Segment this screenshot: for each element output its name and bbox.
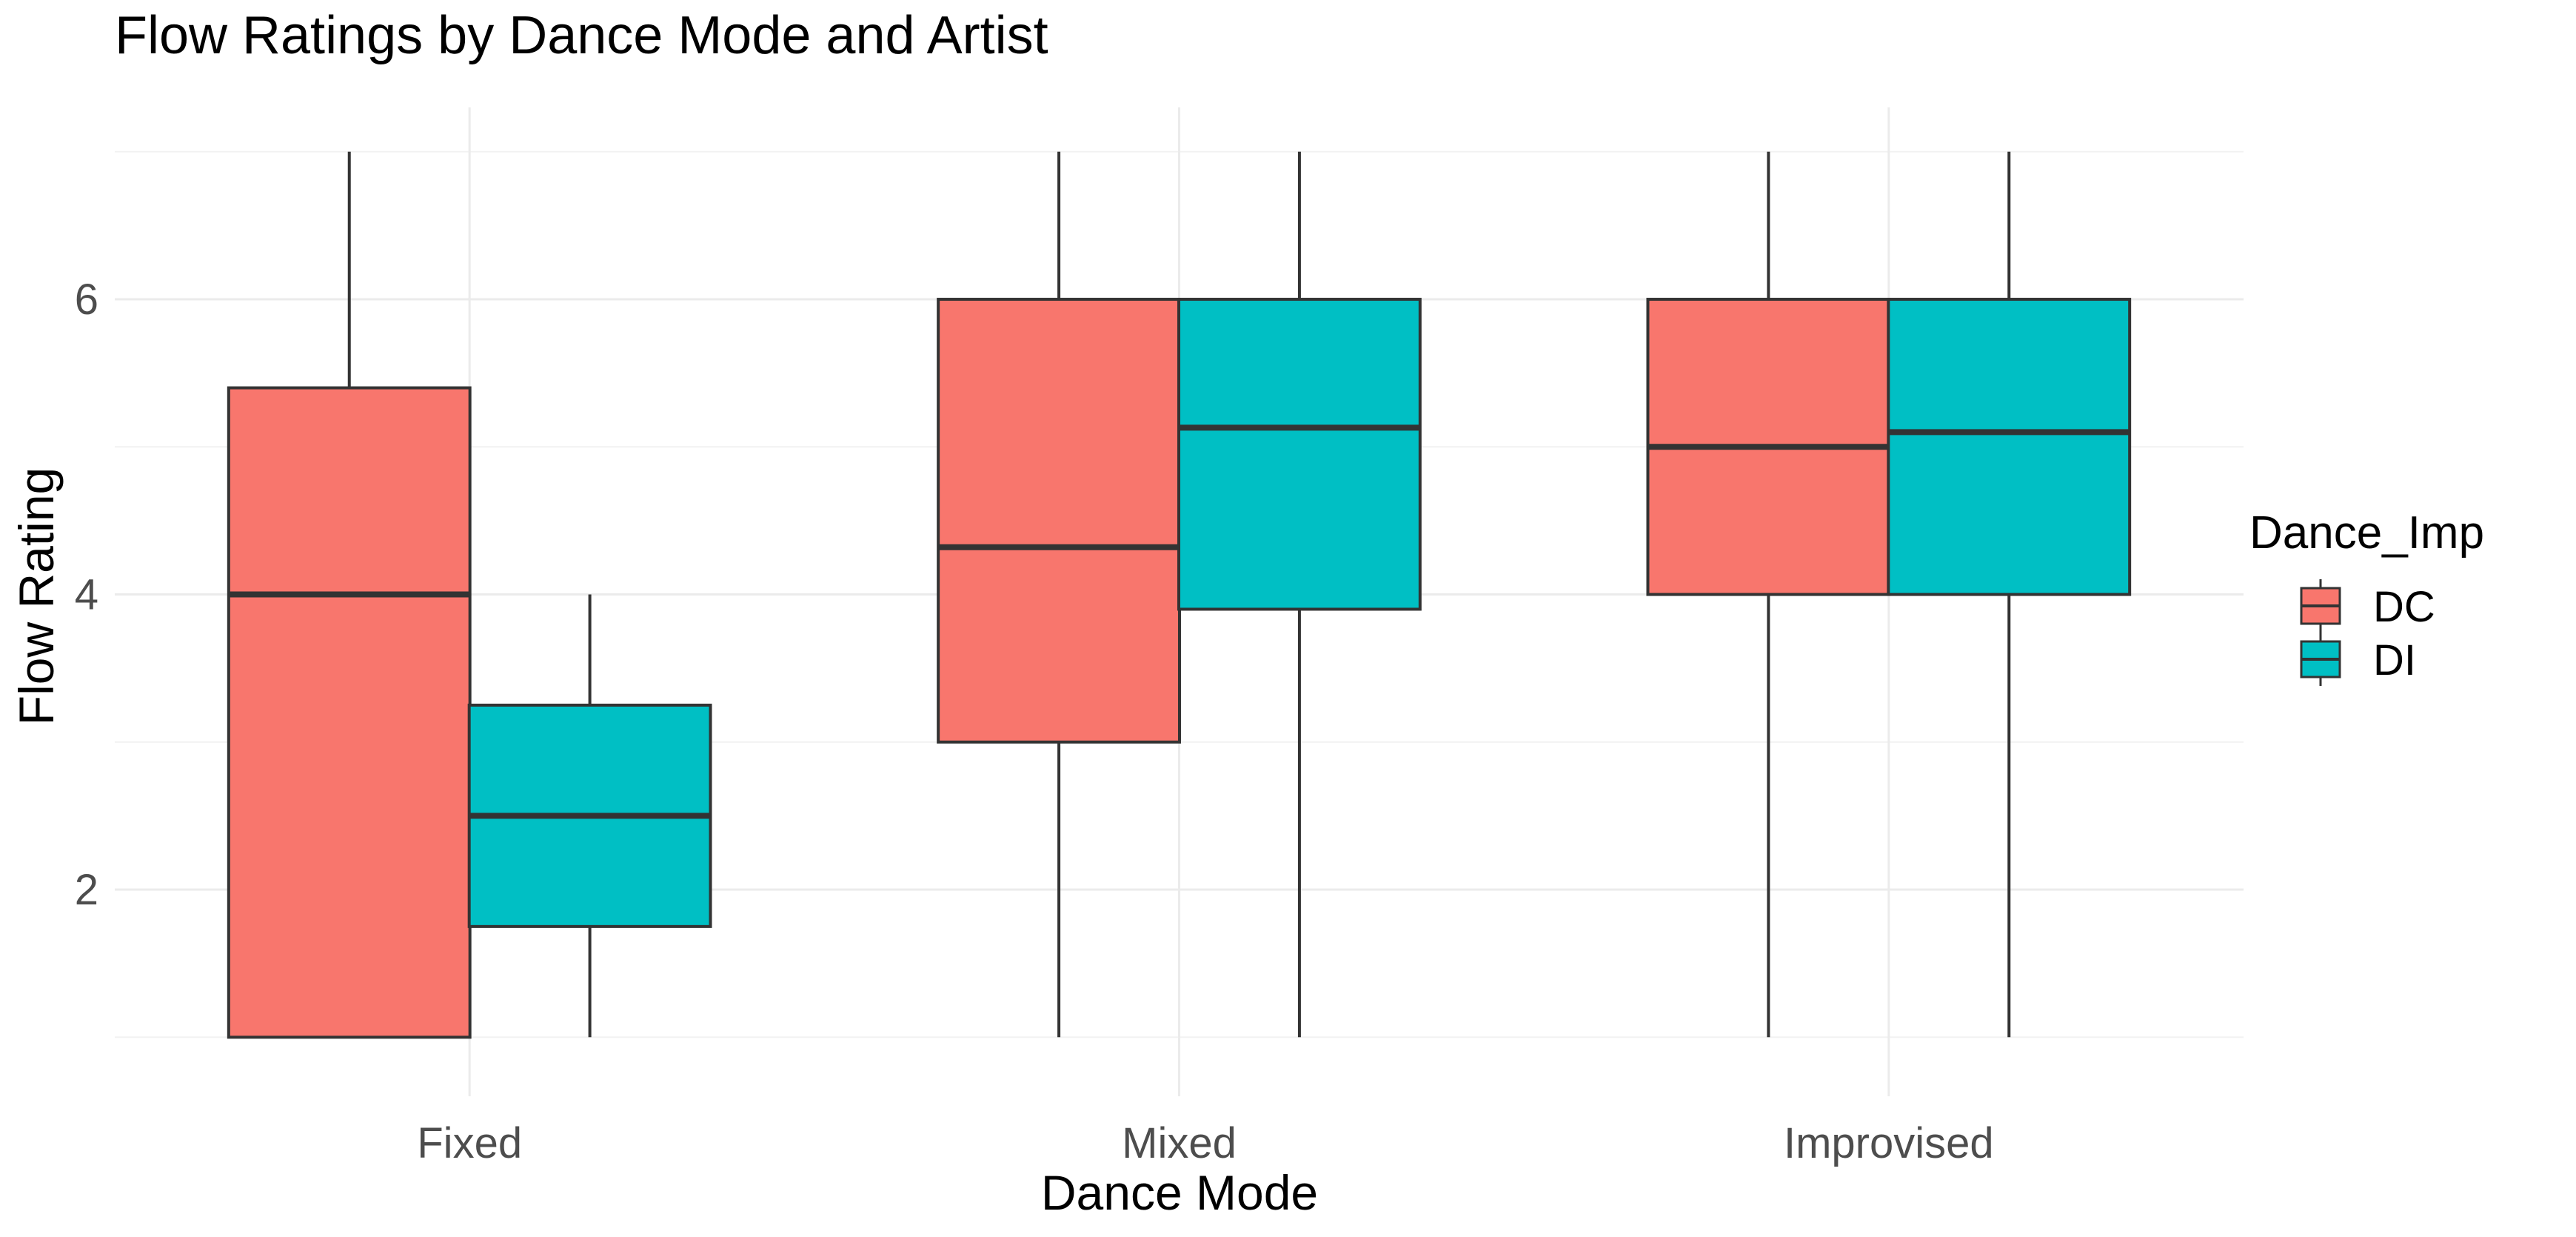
- box: [227, 386, 472, 1039]
- legend-item-DI: DI: [2300, 633, 2416, 686]
- x-axis-title: Dance Mode: [1041, 1165, 1318, 1220]
- y-axis-title: Flow Rating: [9, 467, 64, 725]
- x-tick-label: Improvised: [1784, 1119, 1994, 1167]
- legend-title: Dance_Imp: [2249, 507, 2484, 559]
- y-axis-ticks: 2 4 6: [75, 276, 98, 914]
- y-tick-label: 6: [75, 276, 98, 324]
- chart-title: Flow Ratings by Dance Mode and Artist: [115, 6, 1048, 65]
- box: [1177, 298, 1422, 611]
- boxplot-DI-Mixed: [1177, 151, 1422, 1038]
- x-axis-ticks: Fixed Mixed Improvised: [417, 1119, 1993, 1167]
- boxplot-DI-Improvised: [1887, 151, 2132, 1038]
- x-tick-label: Fixed: [417, 1119, 522, 1167]
- box: [937, 298, 1181, 744]
- legend-label: DI: [2373, 636, 2416, 684]
- y-tick-label: 4: [75, 571, 98, 619]
- legend-label: DC: [2373, 583, 2435, 631]
- y-tick-label: 2: [75, 866, 98, 914]
- legend: Dance_Imp DC DI: [2249, 507, 2484, 686]
- boxplot-DC-Fixed: [227, 151, 472, 1039]
- box: [1887, 298, 2132, 596]
- boxplots: [227, 151, 2132, 1039]
- x-tick-label: Mixed: [1122, 1119, 1237, 1167]
- boxplot-DC-Mixed: [937, 151, 1181, 1038]
- legend-item-DC: DC: [2300, 579, 2435, 633]
- boxplot-DI-Fixed: [467, 594, 712, 1038]
- boxplot-DC-Improvised: [1646, 151, 1891, 1038]
